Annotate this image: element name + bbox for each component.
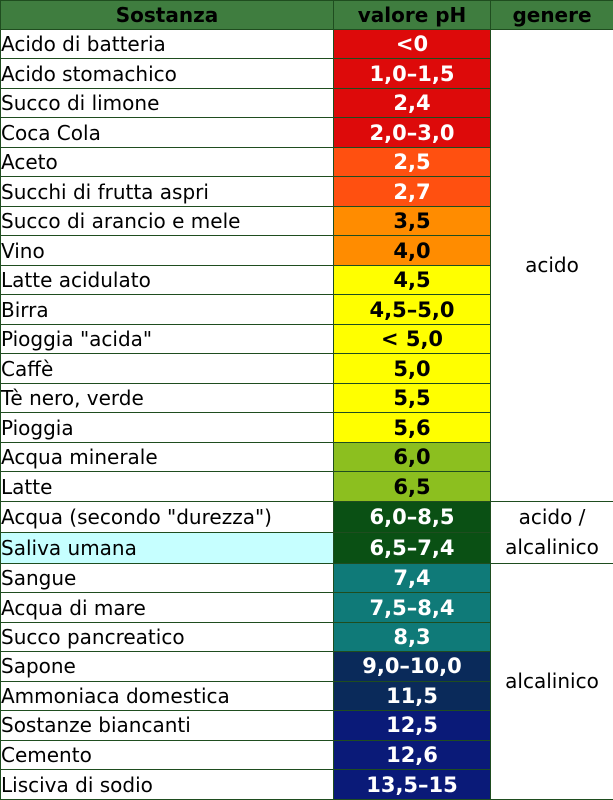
ph-value: 5,5 [333,382,491,414]
table-row: Sapone 9,0–10,0 [0,651,613,682]
ph-value: 9,0–10,0 [333,651,491,682]
substance-name: Caffè [0,353,334,384]
ph-value: 2,7 [333,176,491,207]
table-body: Acido di batteria <0 acido Acido stomachico… [0,28,613,800]
substance-name: Tè nero, verde [0,382,334,414]
substance-name: Ammoniaca domestica [0,680,334,712]
substance-name: Acqua minerale [0,441,334,473]
substance-name: Sangue [0,562,334,594]
table-row: Latte 6,5 [0,471,613,502]
header-row: Sostanza valore pH genere [0,0,613,30]
ph-value: 2,0–3,0 [333,117,491,148]
substance-name: Acido stomachico [0,58,334,89]
table-row: Caffè 5,0 [0,353,613,384]
table-row: Latte acidulato 4,5 [0,264,613,296]
ph-value: 7,4 [333,562,491,594]
table-row: Sostanze biancanti 12,5 [0,710,613,741]
ph-value: 2,4 [333,87,491,119]
ph-value: 4,5 [333,264,491,296]
substance-name: Cemento [0,739,334,771]
ph-value: 6,0–8,5 [333,500,491,533]
table-row: Acqua minerale 6,0 [0,441,613,473]
substance-name: Succo di arancio e mele [0,205,334,237]
substance-name: Succo di limone [0,87,334,119]
ph-value: 2,5 [333,146,491,178]
ph-value: 3,5 [333,205,491,237]
table-row: Saliva umana 6,5–7,4 [0,531,613,564]
table-row: Acido stomachico 1,0–1,5 [0,58,613,89]
table-row: Coca Cola 2,0–3,0 [0,117,613,148]
genere-label: acido [525,253,579,278]
header-genere: genere [490,0,613,30]
substance-name: Pioggia "acida" [0,323,334,355]
ph-value: 12,5 [333,710,491,741]
ph-value: 6,5–7,4 [333,531,491,564]
table-row: Pioggia "acida" < 5,0 [0,323,613,355]
table-row: Acido di batteria <0 acido [0,28,613,502]
ph-value: 6,5 [333,471,491,502]
table-row: Cemento 12,6 [0,739,613,771]
substance-name: Coca Cola [0,117,334,148]
substance-name: Birra [0,294,334,325]
substance-name: Succhi di frutta aspri [0,176,334,207]
table-row: Vino 4,0 [0,235,613,266]
table-row: Lisciva di sodio 13,5–15 [0,769,613,800]
table-row: Aceto 2,5 [0,146,613,178]
table-row: Ammoniaca domestica 11,5 [0,680,613,712]
table-row: Succhi di frutta aspri 2,7 [0,176,613,207]
substance-name: Sapone [0,651,334,682]
genere-label: alcalinico [505,535,599,560]
table-row: Tè nero, verde 5,5 [0,382,613,414]
genere-alcalinico: alcalinico [490,562,613,800]
ph-value: <0 [333,28,491,60]
header-valore-ph: valore pH [333,0,491,30]
substance-name: Succo pancreatico [0,621,334,653]
table-row: Birra 4,5–5,0 [0,294,613,325]
substance-name: Saliva umana [0,531,334,564]
ph-value: 4,5–5,0 [333,294,491,325]
ph-value: 8,3 [333,621,491,653]
table-row: Pioggia 5,6 [0,412,613,443]
substance-name: Acqua di mare [0,592,334,623]
ph-value: 12,6 [333,739,491,771]
ph-value: 11,5 [333,680,491,712]
substance-name: Lisciva di sodio [0,769,334,800]
table-row: Sangue 7,4 alcalinico [0,562,613,800]
ph-value: < 5,0 [333,323,491,355]
ph-value: 1,0–1,5 [333,58,491,89]
ph-value: 5,0 [333,353,491,384]
ph-value: 4,0 [333,235,491,266]
genere-acido-alcalinico: acido / alcalinico [490,500,613,564]
substance-name: Pioggia [0,412,334,443]
substance-name: Latte [0,471,334,502]
substance-name: Latte acidulato [0,264,334,296]
header-sostanza: Sostanza [0,0,334,30]
table-row: Acqua (secondo "durezza") 6,0–8,5 acido / a… [0,500,613,564]
substance-name: Sostanze biancanti [0,710,334,741]
genere-label: alcalinico [505,669,599,694]
substance-name: Acido di batteria [0,28,334,60]
genere-label: acido / [518,505,586,530]
table-row: Succo di arancio e mele 3,5 [0,205,613,237]
substance-name: Acqua (secondo "durezza") [0,500,334,533]
ph-value: 5,6 [333,412,491,443]
ph-value: 13,5–15 [333,769,491,800]
genere-acido: acido [490,29,613,502]
ph-value: 7,5–8,4 [333,592,491,623]
ph-value: 6,0 [333,441,491,473]
table-row: Acqua di mare 7,5–8,4 [0,592,613,623]
substance-name: Vino [0,235,334,266]
substance-name: Aceto [0,146,334,178]
